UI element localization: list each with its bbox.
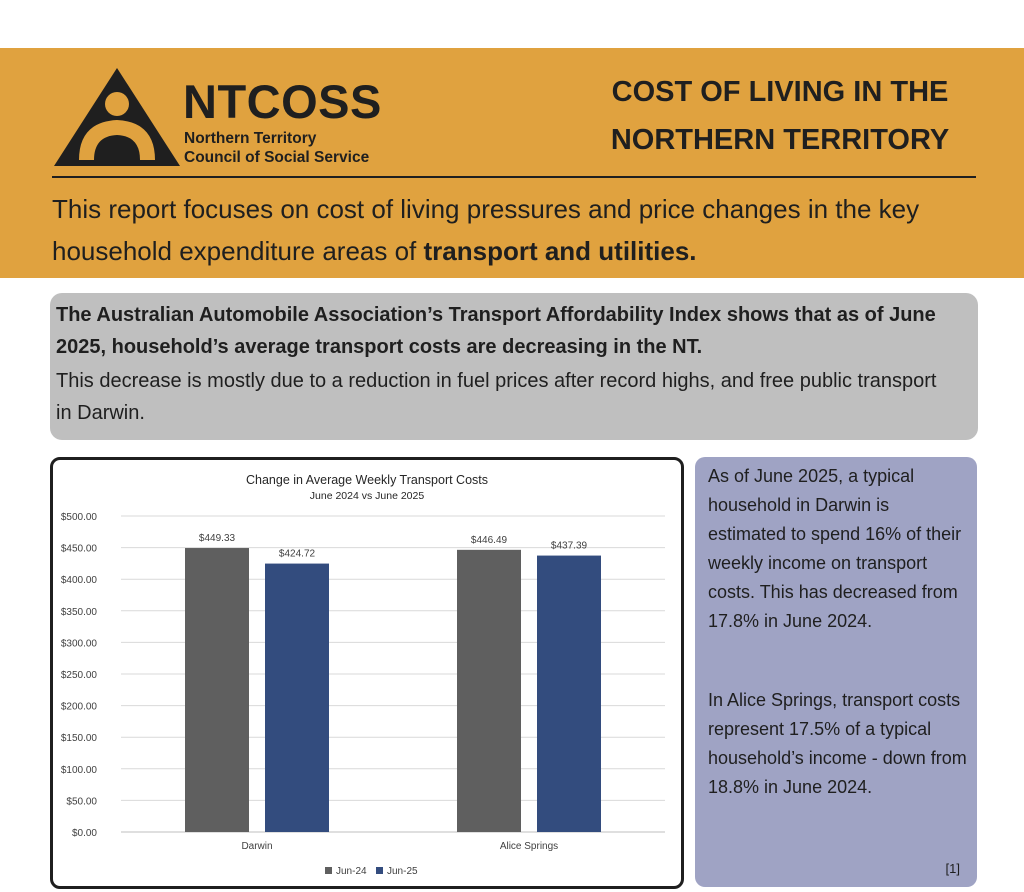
data-label: $437.39 [551,541,588,552]
chart-title: Change in Average Weekly Transport Costs [246,473,488,487]
sidebar-paragraph-darwin: As of June 2025, a typical household in … [708,466,962,631]
y-tick-label: $500.00 [61,512,98,523]
intro-text-bold: transport and utilities. [423,236,697,266]
report-title-line2: NORTHERN TERRITORY [610,124,950,156]
legend-label: Jun-25 [387,866,418,877]
transport-cost-chart: Change in Average Weekly Transport Costs… [61,473,665,877]
bar-jun-24 [457,549,521,832]
chart-subtitle: June 2024 vs June 2025 [310,490,425,502]
data-label: $449.33 [199,533,236,544]
y-tick-label: $300.00 [61,638,98,649]
summary-lead: The Australian Automobile Association’s … [56,304,936,358]
sidebar-panel: As of June 2025, a typical household in … [695,457,977,887]
ntcoss-logo-icon [54,68,180,166]
y-tick-label: $200.00 [61,702,98,713]
logo-subtitle-line2: Council of Social Service [184,148,370,166]
report-title-line1: COST OF LIVING IN THE [611,76,949,108]
logo-subtitle: Northern Territory Council of Social Ser… [184,130,369,168]
summary-box: The Australian Automobile Association’s … [50,293,978,440]
intro-text-plain: This report focuses on cost of living pr… [52,194,920,266]
logo-name: NTCOSS [183,75,382,128]
y-tick-label: $450.00 [61,544,98,555]
x-category-label: Alice Springs [500,841,558,852]
bar-jun-25 [537,555,601,832]
report-title: COST OF LIVING IN THE NORTHERN TERRITORY [560,68,1000,164]
y-tick-label: $250.00 [61,670,98,681]
legend-swatch [376,867,383,874]
intro-text: This report focuses on cost of living pr… [52,188,1002,272]
x-category-label: Darwin [241,841,272,852]
data-label: $446.49 [471,535,508,546]
y-tick-label: $50.00 [66,796,97,807]
legend-label: Jun-24 [336,866,367,877]
y-tick-label: $400.00 [61,575,98,586]
y-tick-label: $150.00 [61,733,98,744]
bar-jun-24 [185,548,249,832]
sidebar-paragraph-alice-springs: In Alice Springs, transport costs repres… [708,690,967,797]
legend-swatch [325,867,332,874]
header-divider [52,176,976,178]
y-tick-label: $0.00 [72,828,97,839]
logo-subtitle-line1: Northern Territory [184,130,317,147]
chart-panel: Change in Average Weekly Transport Costs… [50,457,684,889]
summary-body: This decrease is mostly due to a reducti… [56,370,937,424]
bar-jun-25 [265,563,329,832]
data-label: $424.72 [279,549,316,560]
y-tick-label: $350.00 [61,607,98,618]
y-tick-label: $100.00 [61,765,98,776]
reference-note: [1] [945,861,960,876]
